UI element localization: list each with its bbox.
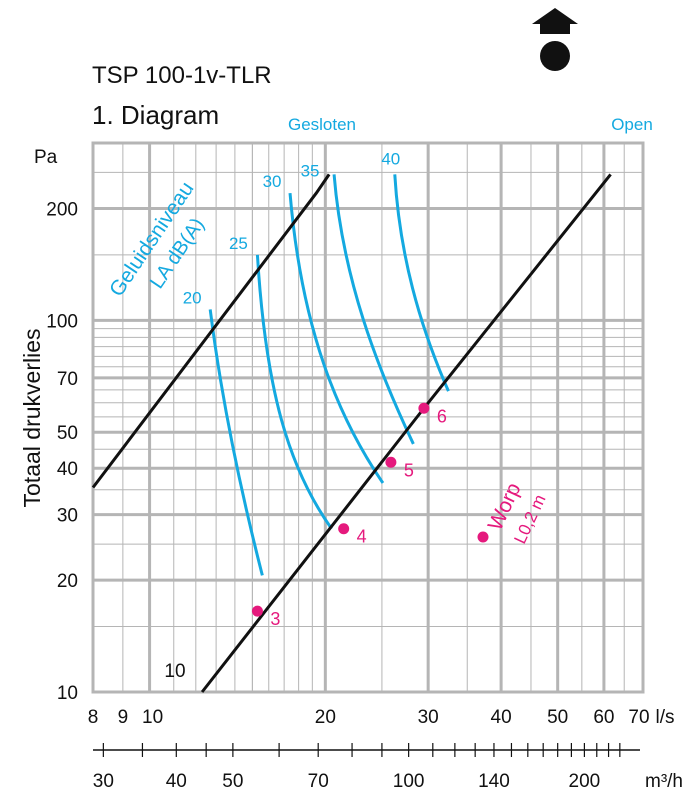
y-tick-label: 70 bbox=[57, 369, 78, 390]
throw-point-label: 4 bbox=[357, 527, 367, 547]
series-label-gesloten: Gesloten bbox=[288, 115, 356, 134]
throw-point bbox=[251, 605, 263, 617]
x-tick-label: 70 bbox=[628, 707, 649, 728]
y-tick-label: 100 bbox=[46, 311, 78, 332]
worp-legend-dot bbox=[477, 531, 489, 543]
x2-tick-label: 200 bbox=[569, 771, 601, 792]
series-label-open: Open bbox=[611, 115, 653, 134]
x2-tick-label: 40 bbox=[166, 771, 187, 792]
x-tick-label: 10 bbox=[142, 707, 163, 728]
throw-point-label: 6 bbox=[437, 406, 447, 426]
x-unit-label: l/s bbox=[656, 707, 675, 728]
y-tick-label: 50 bbox=[57, 423, 78, 444]
sound-level-curve bbox=[393, 174, 450, 392]
y-unit-label: Pa bbox=[34, 147, 58, 168]
throw-point bbox=[338, 523, 350, 535]
y-tick-label: 10 bbox=[57, 683, 78, 704]
x2-tick-label: 30 bbox=[93, 771, 114, 792]
y-tick-label: 20 bbox=[57, 571, 78, 592]
y-tick-label: 30 bbox=[57, 506, 78, 527]
sound-level-label: 25 bbox=[229, 234, 248, 253]
sound-level-curve bbox=[208, 309, 264, 576]
open-line-value-label: 10 bbox=[164, 661, 185, 682]
x2-tick-label: 140 bbox=[478, 771, 510, 792]
x-tick-label: 30 bbox=[418, 707, 439, 728]
sound-level-label: 40 bbox=[381, 149, 400, 168]
home-up-icon[interactable] bbox=[530, 6, 580, 74]
x-tick-label: 20 bbox=[315, 707, 336, 728]
x2-tick-label: 100 bbox=[393, 771, 425, 792]
x-tick-label: 60 bbox=[593, 707, 614, 728]
throw-point bbox=[418, 402, 430, 414]
throw-point-label: 5 bbox=[404, 460, 414, 480]
x-tick-label: 8 bbox=[88, 707, 99, 728]
sound-level-label: 35 bbox=[301, 161, 320, 180]
plot-frame bbox=[91, 141, 645, 694]
line-gesloten bbox=[91, 173, 331, 489]
y-axis-label: Totaal drukverlies bbox=[19, 329, 45, 508]
product-title: TSP 100-1v-TLR bbox=[92, 62, 272, 89]
sound-level-curve bbox=[255, 254, 333, 530]
x2-unit-label: m³/h bbox=[645, 771, 683, 792]
diagram-title: 1. Diagram bbox=[92, 100, 220, 130]
sound-level-label: 30 bbox=[263, 172, 282, 191]
x-tick-label: 50 bbox=[547, 707, 568, 728]
throw-point-label: 3 bbox=[270, 609, 280, 629]
sound-level-curve bbox=[288, 192, 385, 484]
sound-level-curve bbox=[332, 174, 415, 445]
sound-level-label: 20 bbox=[183, 288, 202, 307]
x2-tick-label: 70 bbox=[308, 771, 329, 792]
y-tick-label: 200 bbox=[46, 199, 78, 220]
x-tick-label: 9 bbox=[118, 707, 129, 728]
y-tick-label: 40 bbox=[57, 459, 78, 480]
throw-point bbox=[385, 456, 397, 468]
x-tick-label: 40 bbox=[491, 707, 512, 728]
x2-tick-label: 50 bbox=[222, 771, 243, 792]
